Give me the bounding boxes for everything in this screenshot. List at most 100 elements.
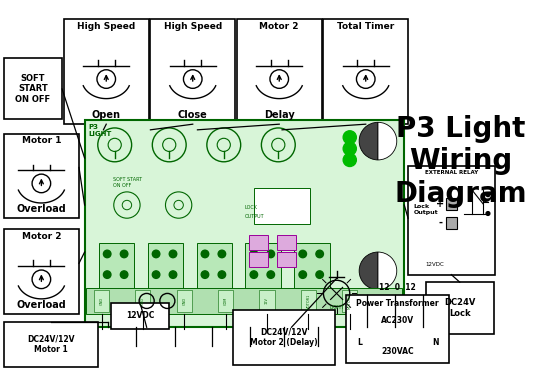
Circle shape xyxy=(267,271,274,279)
Text: P3 Light
Wiring
Diagram: P3 Light Wiring Diagram xyxy=(394,115,527,207)
FancyBboxPatch shape xyxy=(85,120,405,327)
Text: EXTERNAL RELAY: EXTERNAL RELAY xyxy=(425,170,478,175)
Circle shape xyxy=(299,271,306,279)
Text: Overload: Overload xyxy=(17,300,66,310)
Circle shape xyxy=(316,271,324,279)
Text: Delay: Delay xyxy=(264,111,295,120)
FancyBboxPatch shape xyxy=(237,19,321,124)
Text: DC24V/12V
Motor 2 (Delay): DC24V/12V Motor 2 (Delay) xyxy=(250,328,318,347)
FancyBboxPatch shape xyxy=(94,290,109,312)
Text: Open: Open xyxy=(92,111,121,120)
Circle shape xyxy=(299,250,306,258)
Circle shape xyxy=(201,271,209,279)
FancyBboxPatch shape xyxy=(342,290,357,312)
Text: LIGHT: LIGHT xyxy=(329,306,344,310)
Text: Motor 2: Motor 2 xyxy=(260,22,299,31)
Circle shape xyxy=(486,212,490,215)
Text: Total Timer: Total Timer xyxy=(337,22,394,31)
FancyBboxPatch shape xyxy=(64,19,149,124)
Text: GND: GND xyxy=(182,297,186,305)
Text: SOFT
START
ON OFF: SOFT START ON OFF xyxy=(15,74,51,104)
Circle shape xyxy=(343,131,357,144)
Wedge shape xyxy=(359,122,378,160)
Text: Motor 1: Motor 1 xyxy=(22,136,61,146)
Circle shape xyxy=(316,250,324,258)
Circle shape xyxy=(218,271,225,279)
Text: P3
LIGHT: P3 LIGHT xyxy=(88,124,112,137)
Circle shape xyxy=(343,154,357,166)
Text: 230VAC: 230VAC xyxy=(382,347,414,356)
Text: Lock
Output: Lock Output xyxy=(414,204,438,215)
Text: MOTOR1: MOTOR1 xyxy=(306,293,310,309)
Circle shape xyxy=(218,250,225,258)
Text: DC24V/12V
Motor 1: DC24V/12V Motor 1 xyxy=(27,334,75,354)
Circle shape xyxy=(169,250,177,258)
Text: Power Transformer: Power Transformer xyxy=(357,299,439,308)
FancyBboxPatch shape xyxy=(324,19,408,124)
FancyBboxPatch shape xyxy=(197,243,232,290)
FancyBboxPatch shape xyxy=(301,290,316,312)
Text: Motor 2: Motor 2 xyxy=(22,232,61,241)
Text: COM: COM xyxy=(224,297,228,305)
Circle shape xyxy=(120,250,128,258)
FancyBboxPatch shape xyxy=(277,252,296,267)
Text: GND: GND xyxy=(100,297,103,305)
Text: High Speed: High Speed xyxy=(164,22,222,31)
FancyBboxPatch shape xyxy=(446,217,457,228)
FancyBboxPatch shape xyxy=(277,235,296,250)
FancyBboxPatch shape xyxy=(218,290,233,312)
Text: DC24V
Lock: DC24V Lock xyxy=(444,298,475,318)
Text: -: - xyxy=(438,218,442,228)
FancyBboxPatch shape xyxy=(150,19,235,124)
Circle shape xyxy=(486,193,490,196)
FancyBboxPatch shape xyxy=(426,282,494,334)
Text: 12  0  12: 12 0 12 xyxy=(379,283,416,291)
Circle shape xyxy=(250,250,257,258)
FancyBboxPatch shape xyxy=(245,243,281,290)
Text: MOTOR2: MOTOR2 xyxy=(348,293,352,309)
Text: LOCK: LOCK xyxy=(245,205,257,210)
FancyBboxPatch shape xyxy=(177,290,192,312)
FancyBboxPatch shape xyxy=(86,288,402,314)
Text: GND: GND xyxy=(141,297,145,305)
Circle shape xyxy=(343,142,357,155)
Text: AC230V: AC230V xyxy=(381,316,414,325)
Wedge shape xyxy=(378,122,397,160)
FancyBboxPatch shape xyxy=(408,166,495,275)
FancyBboxPatch shape xyxy=(111,303,169,329)
FancyBboxPatch shape xyxy=(4,134,79,218)
FancyBboxPatch shape xyxy=(249,235,268,250)
Text: Close: Close xyxy=(178,111,208,120)
Wedge shape xyxy=(359,252,378,290)
Text: Overload: Overload xyxy=(17,204,66,214)
FancyBboxPatch shape xyxy=(99,243,134,290)
Text: L: L xyxy=(358,338,362,347)
FancyBboxPatch shape xyxy=(346,295,449,363)
FancyBboxPatch shape xyxy=(233,310,335,365)
FancyBboxPatch shape xyxy=(148,243,183,290)
Circle shape xyxy=(201,250,209,258)
Text: SOFT START
ON OFF: SOFT START ON OFF xyxy=(113,177,142,188)
FancyBboxPatch shape xyxy=(249,252,268,267)
Text: 12VDC: 12VDC xyxy=(425,262,444,267)
FancyBboxPatch shape xyxy=(4,321,98,367)
Text: OUTPUT: OUTPUT xyxy=(245,214,264,219)
FancyBboxPatch shape xyxy=(260,290,274,312)
Circle shape xyxy=(267,250,274,258)
FancyBboxPatch shape xyxy=(135,290,150,312)
Text: 12V: 12V xyxy=(265,298,269,304)
Text: High Speed: High Speed xyxy=(77,22,135,31)
Text: 12VDC: 12VDC xyxy=(126,312,154,320)
Text: N: N xyxy=(432,338,439,347)
Wedge shape xyxy=(378,252,397,290)
FancyBboxPatch shape xyxy=(446,198,457,210)
Circle shape xyxy=(250,271,257,279)
Circle shape xyxy=(152,271,160,279)
Circle shape xyxy=(103,250,111,258)
Circle shape xyxy=(169,271,177,279)
Circle shape xyxy=(103,271,111,279)
FancyBboxPatch shape xyxy=(4,59,62,119)
Circle shape xyxy=(120,271,128,279)
Text: +: + xyxy=(436,199,444,209)
Circle shape xyxy=(152,250,160,258)
